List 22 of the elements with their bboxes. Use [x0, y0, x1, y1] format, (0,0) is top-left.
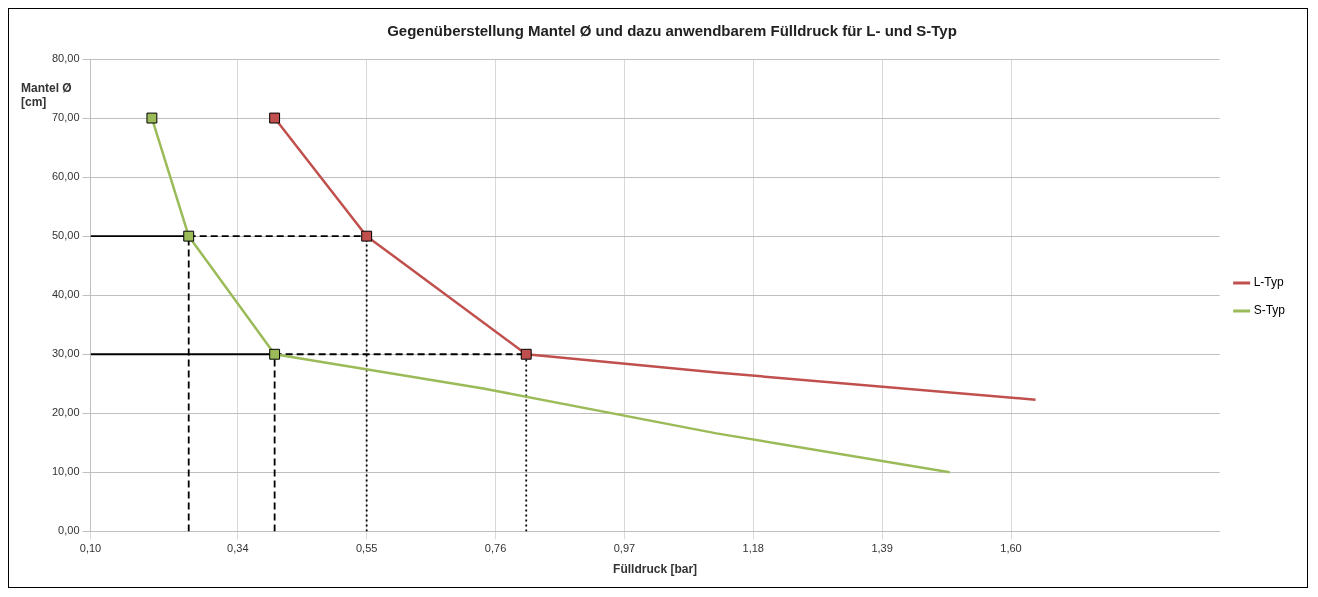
- x-tick-label: 0,76: [484, 542, 507, 555]
- legend-label: S-Typ: [1253, 303, 1286, 318]
- y-tick-label: 30,00: [52, 347, 80, 360]
- y-tick-label: 70,00: [52, 111, 80, 124]
- y-tick-label: 20,00: [52, 406, 80, 419]
- x-tick-label: 0,10: [79, 542, 102, 555]
- y-tick-label: 0,00: [58, 524, 80, 537]
- x-tick-label: 1,39: [871, 542, 893, 555]
- x-axis-title: Fülldruck [bar]: [613, 562, 698, 577]
- legend-label: L-Typ: [1253, 275, 1284, 290]
- chart-title: Gegenüberstellung Mantel Ø und dazu anwendbarem Fülldruck für L- und S-Typ: [387, 22, 957, 40]
- x-tick-label: 0,55: [355, 542, 378, 555]
- x-tick-label: 0,97: [613, 542, 636, 555]
- x-tick-label: 1,18: [742, 542, 764, 555]
- y-tick-label: 40,00: [52, 288, 80, 301]
- y-axis-title: Mantel Ø [cm]: [21, 81, 73, 109]
- y-tick-label: 80,00: [52, 52, 80, 65]
- x-tick-label: 0,34: [227, 542, 249, 555]
- y-tick-label: 50,00: [52, 229, 80, 242]
- y-tick-label: 10,00: [52, 465, 80, 478]
- x-tick-label: 1,60: [1000, 542, 1022, 555]
- y-tick-label: 60,00: [52, 170, 80, 183]
